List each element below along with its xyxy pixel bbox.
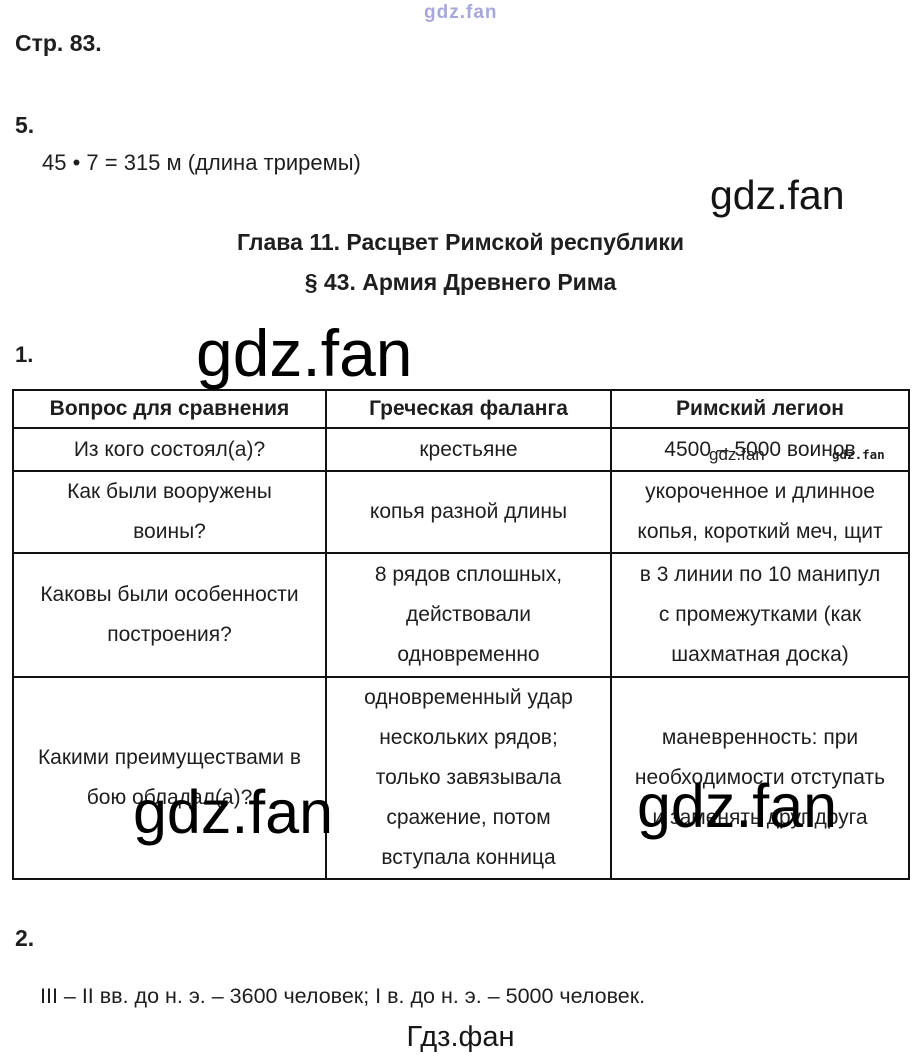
table-cell: укороченное и длинное копья, короткий ме… <box>610 470 910 554</box>
table-header-question: Вопрос для сравнения <box>12 389 327 429</box>
table-cell: 8 рядов сплошных, действовали одновремен… <box>325 552 612 678</box>
comparison-table: Вопрос для сравнения Греческая фаланга Р… <box>12 389 910 880</box>
task-2-answer: III – II вв. до н. э. – 3600 человек; I … <box>40 984 646 1008</box>
gdzfan-watermark-top: gdz.fan <box>424 2 498 23</box>
gdzfan-watermark-right: gdz.fan <box>710 172 845 218</box>
table-cell: Из кого состоял(а)? <box>12 427 327 472</box>
table-header-legion: Римский легион <box>610 389 910 429</box>
table-row: Какими преимуществами в бою обладал(а)? … <box>12 676 910 880</box>
page-label: Стр. 83. <box>15 30 102 56</box>
table-cell: в 3 линии по 10 манипул с промежутками (… <box>610 552 910 678</box>
gdzfan-watermark-table-left: gdz.fan <box>133 778 334 846</box>
table-cell: копья разной длины <box>325 470 612 554</box>
table-cell: маневренность: при необходимости отступа… <box>610 676 910 880</box>
gdzfan-watermark-cell-small-2: gdz.fan <box>832 447 885 462</box>
gdzfan-watermark-table-right: gdz.fan <box>637 772 838 840</box>
paragraph-title: § 43. Армия Древнего Рима <box>304 269 617 295</box>
gdzfan-watermark-above-table: gdz.fan <box>196 316 413 390</box>
gdzfan-watermark-cell-small-1: gdz.fan <box>709 445 765 464</box>
task-2-number: 2. <box>15 925 35 951</box>
table-cell: 4500 – 5000 воинов <box>610 427 910 472</box>
task-1-number: 1. <box>15 342 34 367</box>
table-cell: одновременный удар нескольких рядов; тол… <box>325 676 612 880</box>
table-row: Как были вооружены воины? копья разной д… <box>12 470 910 554</box>
table-cell: Какими преимуществами в бою обладал(а)? <box>12 676 327 880</box>
task-5-number: 5. <box>15 112 35 138</box>
table-cell: крестьяне <box>325 427 612 472</box>
footer-logo: Гдз.фан <box>406 1021 515 1053</box>
table-row: Каковы были особенности построения? 8 ря… <box>12 552 910 678</box>
table-cell: Каковы были особенности построения? <box>12 552 327 678</box>
table-cell: Как были вооружены воины? <box>12 470 327 554</box>
table-header-phalanx: Греческая фаланга <box>325 389 612 429</box>
chapter-title: Глава 11. Расцвет Римской республики <box>237 229 684 255</box>
table-row: Из кого состоял(а)? крестьяне 4500 – 500… <box>12 427 910 472</box>
table-header-row: Вопрос для сравнения Греческая фаланга Р… <box>12 389 910 429</box>
task-5-answer: 45 • 7 = 315 м (длина триремы) <box>42 150 361 175</box>
